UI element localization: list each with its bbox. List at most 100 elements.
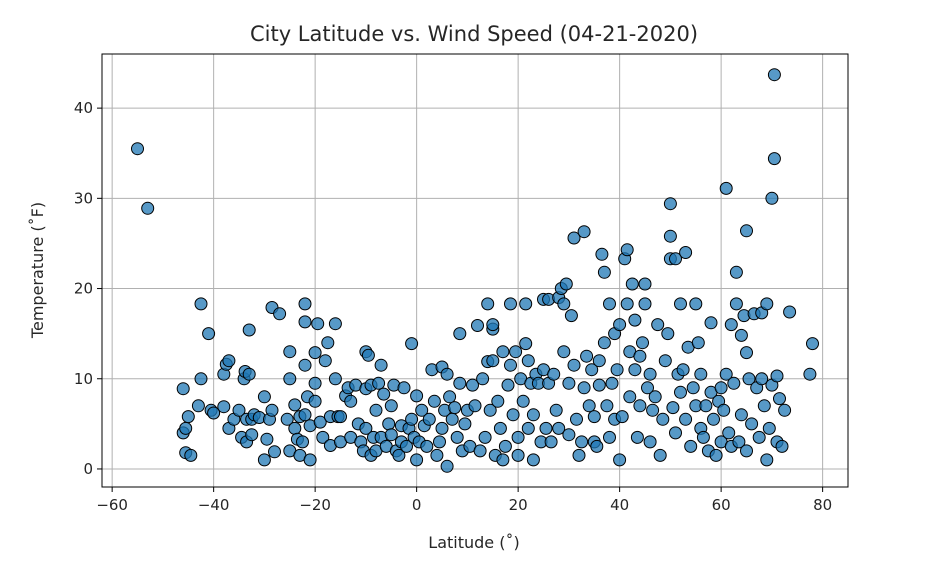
data-point [570,412,583,426]
y-tick-label: 30 [74,189,93,207]
x-tick-label: −40 [198,496,230,514]
data-point [184,448,198,462]
data-point [298,297,312,311]
data-point [740,346,753,360]
data-point [628,313,642,327]
data-point [597,336,611,350]
x-axis: −60 −40 −20 0 20 40 60 80 [96,487,832,514]
data-point [245,428,259,442]
x-tick-label: 80 [813,496,832,514]
data-point [562,428,576,442]
data-point [613,318,627,332]
data-point [466,378,479,392]
data-point [641,381,654,395]
data-point [176,382,190,396]
data-point [400,439,413,453]
data-point [767,152,781,166]
data-point [734,408,748,422]
data-point [757,399,771,413]
data-point [577,381,591,395]
data-point [722,426,736,440]
data-point [605,376,619,390]
data-point [623,390,637,404]
chart-title: City Latitude vs. Wind Speed (04-21-2020… [250,22,698,46]
data-point [653,448,667,462]
x-tick-label: 60 [712,496,731,514]
data-point [630,430,644,444]
data-point [427,394,441,408]
data-point [745,417,759,431]
data-point [600,399,614,413]
data-point [481,297,495,311]
data-point [506,408,520,422]
data-point [729,265,743,279]
data-point [491,394,505,408]
data-point [679,412,693,426]
data-point [638,277,652,291]
data-point [273,307,287,321]
data-point [595,247,609,261]
data-point [762,421,776,435]
data-point [686,381,700,395]
data-point [521,421,535,435]
data-point [610,363,624,377]
data-point [740,224,753,238]
data-point [280,412,294,426]
data-point [483,403,497,417]
y-tick-label: 10 [74,370,93,388]
data-point [377,387,391,401]
data-point [471,319,484,332]
x-tick-label: −20 [299,496,331,514]
data-point [699,399,713,413]
data-point [580,349,594,363]
x-tick-label: −60 [96,496,128,514]
data-point [311,317,325,331]
data-point [458,417,472,431]
data-point [547,367,561,381]
data-point [450,430,464,444]
data-point [445,412,459,426]
data-point [179,421,193,435]
data-point [656,412,670,426]
data-point [496,453,510,467]
data-point [321,336,335,350]
data-point [433,435,446,449]
data-point [420,439,434,453]
data-point [585,363,599,377]
data-point [646,403,660,417]
data-point [374,358,388,372]
data-point [498,439,512,453]
data-point [392,448,406,462]
data-point [727,376,741,390]
data-point [778,403,792,417]
data-point [643,367,657,381]
plot-frame [101,53,849,488]
data-point [691,336,705,350]
data-point [501,378,515,392]
data-point [473,444,487,458]
data-point [590,439,604,453]
data-points [131,68,819,473]
data-point [734,328,748,342]
data-point [344,394,358,408]
x-tick-label: 20 [509,496,528,514]
data-point [740,444,753,458]
data-point [676,363,690,377]
data-point [422,412,436,426]
data-point [669,252,682,266]
data-point [453,327,467,341]
data-point [476,372,490,386]
data-point [719,367,733,381]
data-point [760,297,774,311]
data-point [443,390,457,404]
data-point [526,408,540,422]
data-point [478,430,492,444]
data-point [316,430,330,444]
data-point [767,68,781,82]
data-point [298,408,312,422]
data-point [770,369,784,383]
data-point [714,381,728,395]
data-point [410,389,424,403]
data-point [806,337,819,351]
data-point [486,354,500,368]
